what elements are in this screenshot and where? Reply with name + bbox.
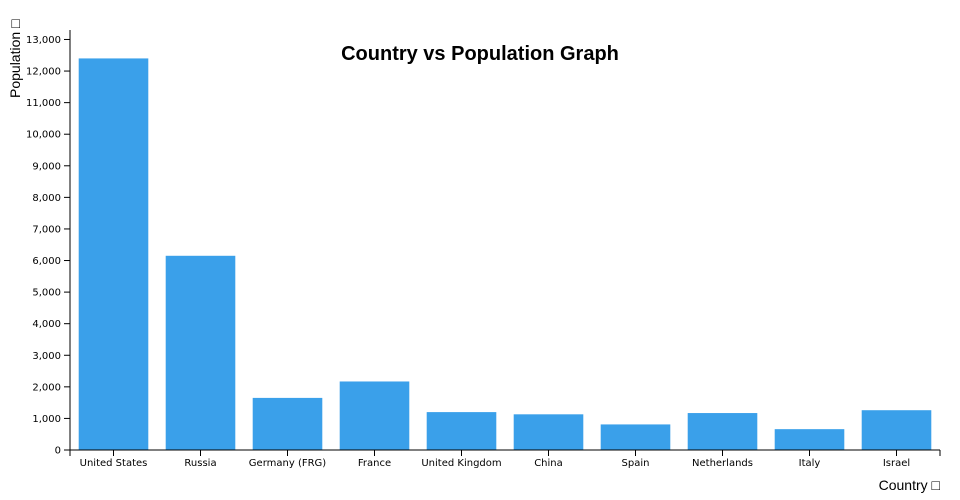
x-tick-label: United Kingdom — [421, 458, 501, 469]
x-tick-label: Germany (FRG) — [249, 458, 326, 469]
y-tick-label: 5,000 — [32, 288, 61, 299]
bar — [687, 413, 758, 450]
x-tick-label: Spain — [622, 458, 650, 469]
y-tick-label: 6,000 — [32, 256, 61, 267]
y-axis: 0 1,000 2,000 3,000 4,000 5,000 6,000 7,000 8,00… — [26, 30, 71, 457]
bar — [426, 412, 497, 450]
y-tick-label: 4,000 — [32, 319, 61, 330]
x-tick-label: Italy — [799, 458, 821, 469]
bar — [774, 429, 845, 450]
x-tick-label: United States — [80, 458, 148, 469]
y-tick-label: 10,000 — [26, 130, 61, 141]
y-tick-label: 3,000 — [32, 351, 61, 362]
bar — [252, 397, 323, 450]
x-axis-title: Country □ — [879, 477, 941, 493]
chart-title: Country vs Population Graph — [341, 43, 619, 65]
y-tick-label: 12,000 — [26, 67, 61, 78]
x-tick-label: China — [534, 458, 563, 469]
y-tick-label: 8,000 — [32, 193, 61, 204]
x-tick-label: Netherlands — [692, 458, 753, 469]
x-axis: United States Russia Germany (FRG) France Un… — [69, 449, 941, 469]
y-tick-label: 2,000 — [32, 382, 61, 393]
x-tick-label: Russia — [184, 458, 216, 469]
bars-group — [78, 58, 932, 450]
y-tick-label: 9,000 — [32, 161, 61, 172]
bar — [861, 410, 932, 450]
x-tick-label: Israel — [883, 458, 910, 469]
y-tick-label: 11,000 — [26, 98, 61, 109]
bar — [600, 424, 671, 450]
y-tick-label: 0 — [55, 446, 61, 457]
y-axis-title: Population □ — [7, 19, 23, 98]
x-tick-label: France — [358, 458, 391, 469]
bar — [513, 414, 584, 450]
y-tick-label: 13,000 — [26, 35, 61, 46]
y-tick-label: 7,000 — [32, 224, 61, 235]
y-tick-label: 1,000 — [32, 414, 61, 425]
bar — [339, 381, 410, 450]
bar — [78, 58, 149, 450]
bar — [165, 255, 236, 450]
